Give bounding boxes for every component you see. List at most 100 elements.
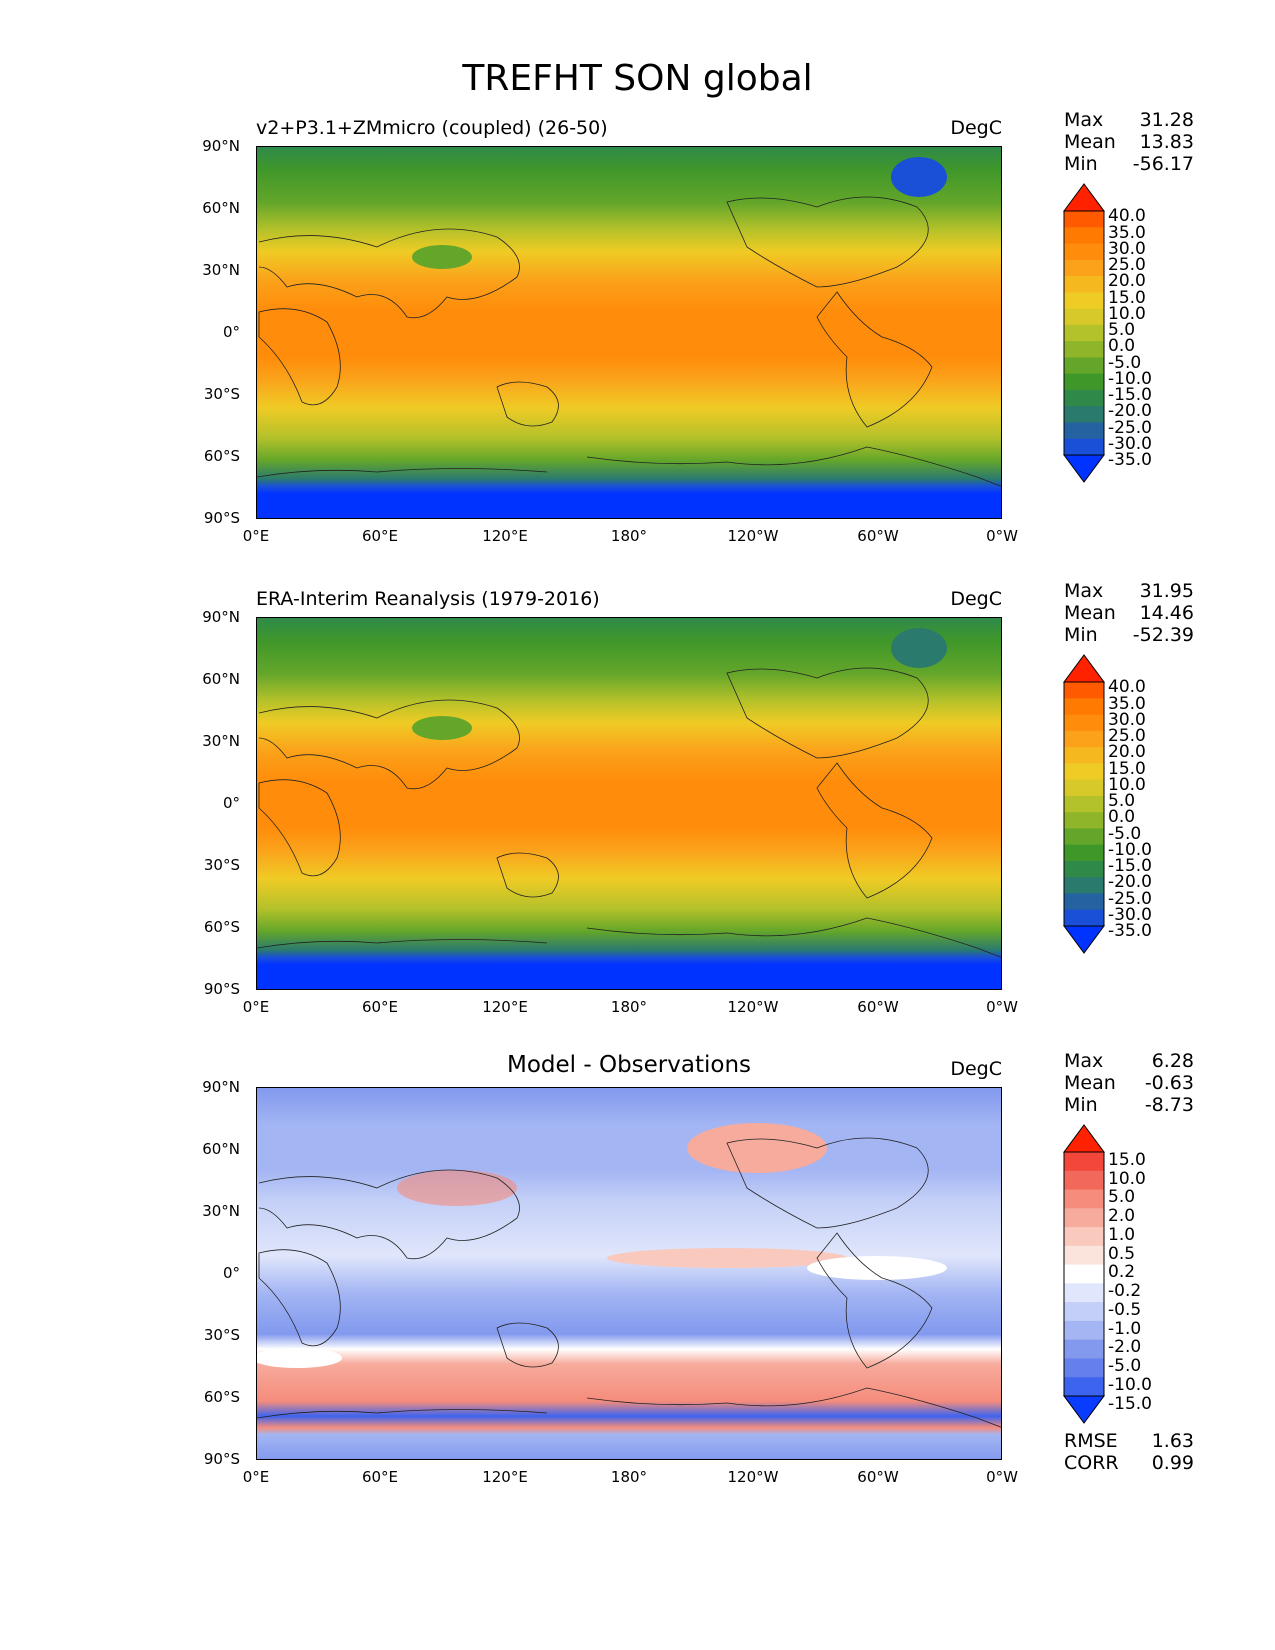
- colorbar-tick-label: 20.0: [1108, 271, 1146, 292]
- colorbar-segment: [1064, 747, 1104, 764]
- stat-value: -8.73: [1144, 1094, 1194, 1116]
- stat-value: 31.95: [1139, 580, 1194, 602]
- colorbar-extend-max: [1063, 1124, 1105, 1153]
- stat-value: 6.28: [1151, 1050, 1194, 1072]
- colorbar-segment: [1064, 893, 1104, 911]
- colorbar-tick-label: -5.0: [1108, 1356, 1142, 1377]
- units-label: DegC: [950, 588, 1002, 610]
- stat-value: 13.83: [1139, 131, 1194, 153]
- colorbar-segment: [1064, 1302, 1104, 1322]
- y-tick-label: 0°: [222, 323, 240, 341]
- coastlines: [257, 1137, 1001, 1428]
- colorbar-segment: [1064, 341, 1104, 358]
- colorbar-frame: [1063, 681, 1105, 927]
- y-tick-label: 60°N: [202, 670, 240, 688]
- x-tick-label: 120°E: [482, 1468, 528, 1486]
- panel-difference: Model - Observations DegC: [0, 1050, 1275, 1528]
- colorbar-tick-label: 5.0: [1108, 1187, 1136, 1208]
- stat-value: 31.28: [1139, 109, 1194, 131]
- x-tick-label: 0°E: [242, 1468, 270, 1486]
- colorbar-tick-label: -10.0: [1108, 839, 1152, 860]
- y-tick-label: 90°N: [202, 608, 240, 626]
- y-tick-label: 60°N: [202, 199, 240, 217]
- colorbar-segment: [1064, 357, 1104, 375]
- stat-label: Mean: [1064, 1072, 1116, 1094]
- coastlines: [257, 196, 1001, 487]
- colorbar-tick-label: -10.0: [1108, 368, 1152, 389]
- colorbar-tick-label: 15.0: [1108, 1149, 1146, 1170]
- x-tick-label: 0°W: [986, 998, 1018, 1016]
- colorbar-segment: [1064, 1264, 1104, 1284]
- panel-observations: ERA-Interim Reanalysis (1979-2016) DegC: [0, 580, 1275, 1058]
- stat-label: Max: [1064, 1050, 1104, 1072]
- stats-box: Max 6.28 Mean -0.63 Min -8.73: [1064, 1050, 1194, 1116]
- x-tick-label: 60°E: [361, 998, 399, 1016]
- colorbar-tick-label: 40.0: [1108, 206, 1146, 227]
- colorbar-segment: [1064, 324, 1104, 342]
- x-tick-label: 120°W: [727, 1468, 779, 1486]
- x-tick-label: 60°E: [361, 1468, 399, 1486]
- colorbar-tick-label: 2.0: [1108, 1206, 1136, 1227]
- panel-model: v2+P3.1+ZMmicro (coupled) (26-50) DegC: [0, 109, 1275, 587]
- colorbar-tick-label: 0.0: [1108, 807, 1136, 828]
- colorbar-segment: [1064, 406, 1104, 423]
- temperature-field: [257, 618, 1001, 989]
- stat-label: Min: [1064, 1094, 1098, 1116]
- colorbar: [1063, 1124, 1105, 1424]
- x-tick-label: 180°: [610, 527, 648, 545]
- y-tick-label: 60°S: [203, 918, 240, 936]
- colorbar-segment: [1064, 844, 1104, 862]
- colorbar-frame: [1063, 1151, 1105, 1397]
- colorbar-segment: [1064, 1170, 1104, 1191]
- colorbar-segment: [1064, 1208, 1104, 1228]
- stat-label: Min: [1064, 624, 1098, 646]
- colorbar-segment: [1064, 828, 1104, 846]
- y-tick-label: 30°N: [202, 261, 240, 279]
- colorbar-tick-label: -1.0: [1108, 1318, 1142, 1339]
- colorbar-segment: [1064, 698, 1104, 716]
- colorbar-segment: [1064, 1189, 1104, 1209]
- colorbar-tick-label: -35.0: [1108, 450, 1152, 471]
- colorbar-tick-label: -0.5: [1108, 1299, 1142, 1320]
- colorbar-segment: [1064, 682, 1104, 699]
- colorbar-extend-max: [1063, 654, 1105, 683]
- colorbar-segment: [1064, 259, 1104, 277]
- x-tick-label: 60°E: [361, 527, 399, 545]
- x-tick-label: 180°: [610, 1468, 648, 1486]
- colorbar-tick-label: -10.0: [1108, 1375, 1152, 1395]
- stat-value: -56.17: [1132, 153, 1194, 175]
- colorbar-segment: [1064, 308, 1104, 326]
- stat-label: Max: [1064, 580, 1104, 602]
- stats-box: Max 31.95 Mean 14.46 Min -52.39: [1064, 580, 1194, 646]
- colorbar-segment: [1064, 730, 1104, 748]
- y-tick-label: 30°S: [203, 856, 240, 874]
- colorbar-segment: [1064, 1152, 1104, 1172]
- colorbar-segment: [1064, 1245, 1104, 1266]
- colorbar-frame: [1063, 210, 1105, 456]
- stat-label: Mean: [1064, 131, 1116, 153]
- stat-value: 1.63: [1151, 1430, 1194, 1452]
- colorbar-tick-label: -15.0: [1108, 1393, 1152, 1414]
- y-tick-label: 0°: [222, 794, 240, 812]
- x-tick-label: 60°W: [857, 527, 899, 545]
- colorbar-tick-label: -0.2: [1108, 1281, 1142, 1302]
- colorbar-segment: [1064, 714, 1104, 732]
- colorbar-tick-label: 30.0: [1108, 238, 1146, 259]
- panel-title: Model - Observations: [506, 1052, 751, 1078]
- colorbar: [1063, 183, 1105, 483]
- stat-value: 0.99: [1151, 1452, 1194, 1474]
- colorbar-tick-label: -25.0: [1108, 888, 1152, 909]
- colorbar-tick-label: 5.0: [1108, 791, 1136, 812]
- map-plot: [256, 1087, 1002, 1460]
- y-tick-label: 30°N: [202, 1202, 240, 1220]
- stat-label: Max: [1064, 109, 1104, 131]
- colorbar-segment: [1064, 779, 1104, 797]
- colorbar-segment: [1064, 1320, 1104, 1341]
- colorbar: [1063, 654, 1105, 954]
- colorbar-tick-label: -20.0: [1108, 401, 1152, 422]
- colorbar-tick-label: 5.0: [1108, 320, 1136, 341]
- y-tick-label: 60°S: [203, 447, 240, 465]
- units-label: DegC: [950, 117, 1002, 139]
- figure-title: TREFHT SON global: [462, 58, 813, 99]
- colorbar-extend-max: [1063, 183, 1105, 212]
